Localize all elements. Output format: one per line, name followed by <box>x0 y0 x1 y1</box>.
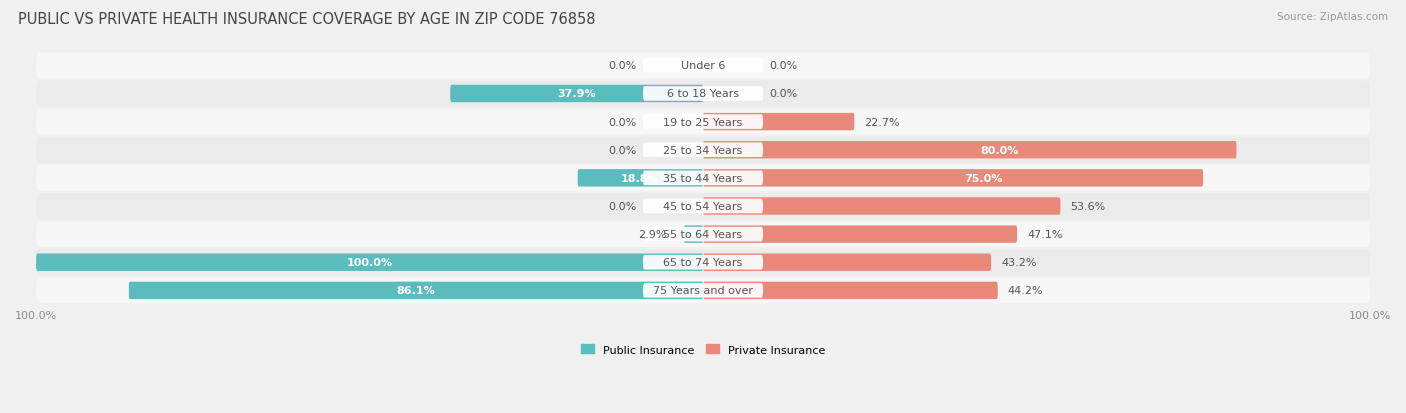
Legend: Public Insurance, Private Insurance: Public Insurance, Private Insurance <box>581 344 825 355</box>
FancyBboxPatch shape <box>703 198 1060 215</box>
Text: 22.7%: 22.7% <box>865 117 900 127</box>
Text: 47.1%: 47.1% <box>1028 230 1063 240</box>
Text: 45 to 54 Years: 45 to 54 Years <box>664 202 742 211</box>
FancyBboxPatch shape <box>578 170 703 187</box>
FancyBboxPatch shape <box>643 59 763 74</box>
FancyBboxPatch shape <box>703 254 991 271</box>
FancyBboxPatch shape <box>37 109 1369 135</box>
Text: 65 to 74 Years: 65 to 74 Years <box>664 258 742 268</box>
FancyBboxPatch shape <box>37 254 703 271</box>
Text: 44.2%: 44.2% <box>1008 286 1043 296</box>
FancyBboxPatch shape <box>643 87 763 102</box>
FancyBboxPatch shape <box>37 278 1369 304</box>
Text: 100.0%: 100.0% <box>346 258 392 268</box>
Text: Source: ZipAtlas.com: Source: ZipAtlas.com <box>1277 12 1388 22</box>
FancyBboxPatch shape <box>703 142 1236 159</box>
Text: 0.0%: 0.0% <box>607 61 637 71</box>
FancyBboxPatch shape <box>37 222 1369 247</box>
Text: 35 to 44 Years: 35 to 44 Years <box>664 173 742 183</box>
Text: 25 to 34 Years: 25 to 34 Years <box>664 145 742 155</box>
Text: 6 to 18 Years: 6 to 18 Years <box>666 89 740 99</box>
Text: 55 to 64 Years: 55 to 64 Years <box>664 230 742 240</box>
FancyBboxPatch shape <box>643 143 763 158</box>
FancyBboxPatch shape <box>643 171 763 186</box>
FancyBboxPatch shape <box>643 115 763 130</box>
FancyBboxPatch shape <box>37 81 1369 107</box>
Text: 37.9%: 37.9% <box>557 89 596 99</box>
FancyBboxPatch shape <box>37 194 1369 219</box>
Text: 18.8%: 18.8% <box>621 173 659 183</box>
Text: 75 Years and over: 75 Years and over <box>652 286 754 296</box>
Text: 53.6%: 53.6% <box>1070 202 1105 211</box>
FancyBboxPatch shape <box>703 114 855 131</box>
Text: 0.0%: 0.0% <box>769 61 799 71</box>
Text: 0.0%: 0.0% <box>769 89 799 99</box>
Text: 2.9%: 2.9% <box>638 230 666 240</box>
FancyBboxPatch shape <box>643 199 763 214</box>
FancyBboxPatch shape <box>37 53 1369 79</box>
FancyBboxPatch shape <box>37 166 1369 191</box>
FancyBboxPatch shape <box>37 250 1369 275</box>
FancyBboxPatch shape <box>643 255 763 270</box>
Text: 0.0%: 0.0% <box>607 202 637 211</box>
FancyBboxPatch shape <box>37 138 1369 163</box>
Text: 75.0%: 75.0% <box>965 173 1002 183</box>
Text: 86.1%: 86.1% <box>396 286 436 296</box>
FancyBboxPatch shape <box>703 282 998 299</box>
Text: 0.0%: 0.0% <box>607 145 637 155</box>
FancyBboxPatch shape <box>703 170 1204 187</box>
FancyBboxPatch shape <box>643 227 763 242</box>
Text: Under 6: Under 6 <box>681 61 725 71</box>
FancyBboxPatch shape <box>450 85 703 103</box>
Text: 0.0%: 0.0% <box>607 117 637 127</box>
Text: PUBLIC VS PRIVATE HEALTH INSURANCE COVERAGE BY AGE IN ZIP CODE 76858: PUBLIC VS PRIVATE HEALTH INSURANCE COVER… <box>18 12 596 27</box>
FancyBboxPatch shape <box>643 283 763 298</box>
FancyBboxPatch shape <box>129 282 703 299</box>
FancyBboxPatch shape <box>683 226 703 243</box>
Text: 19 to 25 Years: 19 to 25 Years <box>664 117 742 127</box>
Text: 43.2%: 43.2% <box>1001 258 1036 268</box>
FancyBboxPatch shape <box>703 226 1017 243</box>
Text: 80.0%: 80.0% <box>980 145 1019 155</box>
